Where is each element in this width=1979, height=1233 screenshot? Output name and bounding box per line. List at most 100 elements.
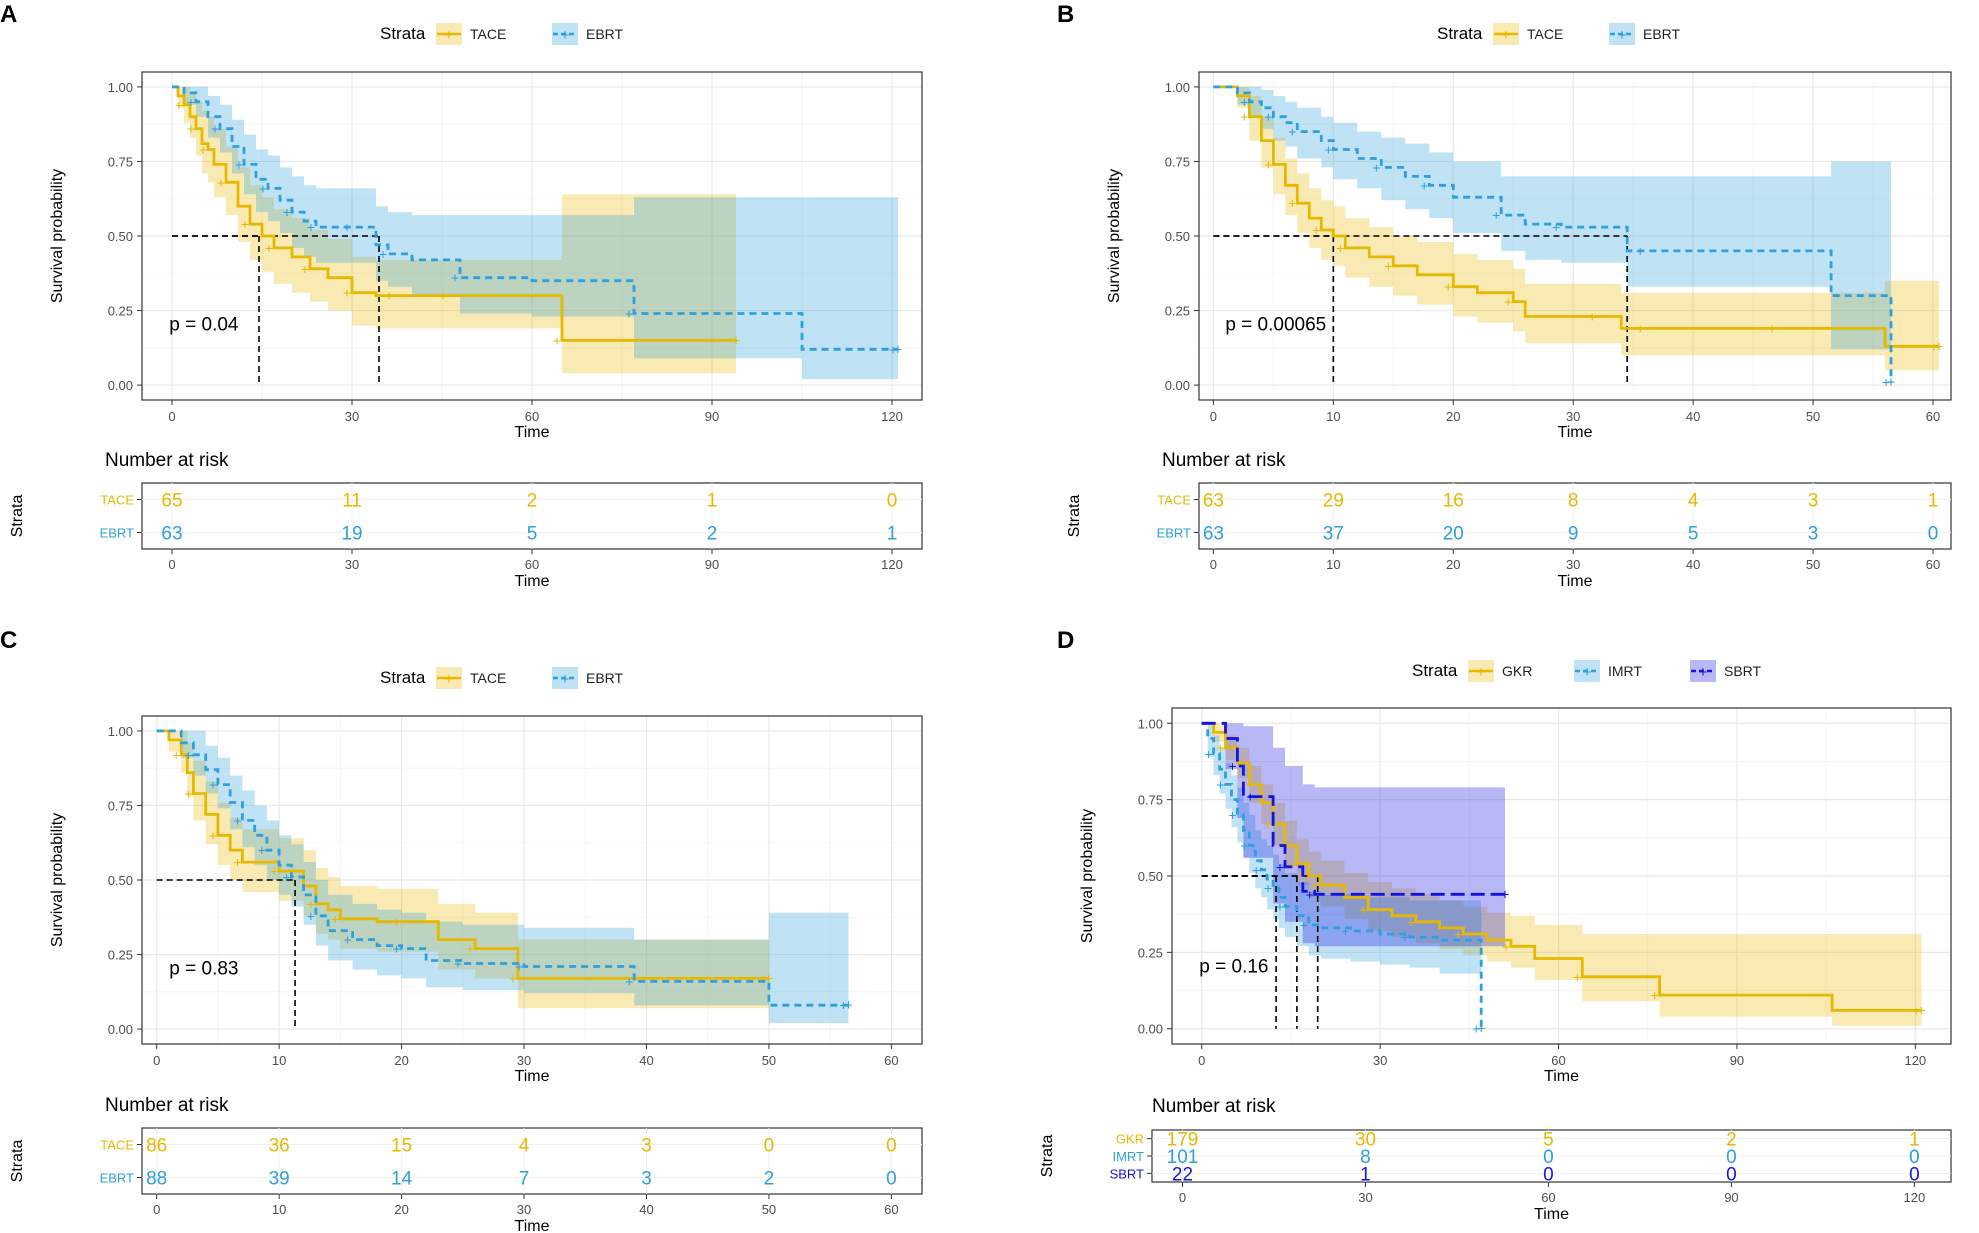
y-tick-label: 0.50 xyxy=(108,229,133,244)
censor-mark-imrt: + xyxy=(1276,899,1284,915)
risk-x-tick-label: 60 xyxy=(884,1202,898,1217)
censor-mark-tace: + xyxy=(1768,320,1776,336)
risk-strata-title: Strata xyxy=(1039,1135,1056,1178)
censor-mark-tace: + xyxy=(439,288,447,304)
legend-censor-mark: + xyxy=(445,671,454,688)
censor-mark-end-tace: + xyxy=(1935,338,1944,355)
risk-count-tace: 3 xyxy=(641,1136,652,1157)
panel-label: A xyxy=(0,1,17,28)
risk-x-tick-label: 60 xyxy=(525,557,539,572)
risk-count-ebrt: 7 xyxy=(519,1169,530,1190)
y-tick-label: 0.25 xyxy=(1138,945,1163,960)
censor-mark-tace: + xyxy=(385,288,393,304)
legend-censor-mark: + xyxy=(1618,27,1627,44)
panel-label: C xyxy=(0,627,17,654)
censor-mark-tace: + xyxy=(184,786,192,802)
survival-curve-ebrt xyxy=(1213,85,1893,383)
legend-label-imrt: IMRT xyxy=(1608,663,1642,679)
risk-x-tick-label: 40 xyxy=(639,1202,653,1217)
censor-mark-ebrt: + xyxy=(307,908,315,924)
risk-count-sbrt: 0 xyxy=(1909,1164,1920,1185)
risk-count-tace: 16 xyxy=(1443,491,1464,512)
risk-count-imrt: 8 xyxy=(1360,1147,1371,1168)
y-tick-label: 0.00 xyxy=(1165,378,1190,393)
x-tick-label: 10 xyxy=(272,1053,286,1068)
risk-table-border xyxy=(141,1127,923,1195)
censor-mark-end-gkr: + xyxy=(1917,1002,1926,1019)
censor-mark-ebrt: + xyxy=(233,812,241,828)
censor-mark-ebrt: + xyxy=(515,958,523,974)
censor-mark-ebrt: + xyxy=(1420,177,1428,193)
censor-mark-ebrt: + xyxy=(209,777,217,793)
censor-mark-ebrt: + xyxy=(187,94,195,110)
censor-mark-tace: + xyxy=(265,240,273,256)
legend-label-ebrt: EBRT xyxy=(1643,26,1681,42)
risk-row-label-sbrt: SBRT xyxy=(1110,1166,1144,1181)
legend-title: Strata xyxy=(1412,661,1458,680)
risk-row-label-ebrt: EBRT xyxy=(1157,526,1191,541)
legend-censor-mark: + xyxy=(1583,664,1592,681)
x-tick-label: 0 xyxy=(153,1053,160,1068)
ci-band-tace xyxy=(172,86,736,374)
panel-label: B xyxy=(1057,1,1074,28)
censor-mark-gkr: + xyxy=(1312,877,1320,893)
risk-row-label-gkr: GKR xyxy=(1116,1132,1144,1147)
risk-count-gkr: 2 xyxy=(1726,1130,1737,1151)
risk-x-tick-label: 30 xyxy=(1358,1190,1372,1205)
censor-mark-gkr: + xyxy=(1264,816,1272,832)
risk-count-tace: 1 xyxy=(1928,491,1939,512)
censor-mark-tace: + xyxy=(307,896,315,912)
legend-label-tace: TACE xyxy=(470,26,506,42)
censor-mark-imrt: + xyxy=(1216,776,1224,792)
risk-count-tace: 0 xyxy=(764,1136,775,1157)
legend-censor-mark: + xyxy=(1699,664,1708,681)
risk-count-gkr: 179 xyxy=(1167,1130,1199,1151)
risk-row-label-imrt: IMRT xyxy=(1112,1149,1144,1164)
censor-mark-ebrt: + xyxy=(451,270,459,286)
risk-x-tick-label: 20 xyxy=(394,1202,408,1217)
censor-mark-gkr: + xyxy=(1359,902,1367,918)
censor-mark-imrt: + xyxy=(1264,880,1272,896)
risk-count-ebrt: 2 xyxy=(707,524,718,545)
censor-mark-imrt: + xyxy=(1240,837,1248,853)
legend-censor-mark: + xyxy=(1477,664,1486,681)
panel-label: D xyxy=(1057,627,1074,654)
survival-plot: ++++++++++ ++++++++++++++p = 0.000650.000… xyxy=(1106,71,1952,441)
risk-table-title: Number at risk xyxy=(1162,450,1286,471)
legend: Strata + GKR + IMRT + SBRT xyxy=(1412,660,1762,682)
censor-mark-imrt: + xyxy=(1401,929,1409,945)
risk-count-tace: 86 xyxy=(146,1136,167,1157)
risk-count-ebrt: 88 xyxy=(146,1169,167,1190)
risk-count-ebrt: 1 xyxy=(887,524,898,545)
censor-mark-tace: + xyxy=(241,216,249,232)
censor-mark-ebrt: + xyxy=(259,180,267,196)
censor-mark-ebrt: + xyxy=(625,306,633,322)
censor-mark-ebrt: + xyxy=(1552,219,1560,235)
risk-count-tace: 29 xyxy=(1323,491,1344,512)
censor-mark-ebrt: + xyxy=(1636,243,1644,259)
survival-curve-tace xyxy=(172,85,736,342)
censor-mark-tace: + xyxy=(760,970,768,986)
censor-mark-imrt: + xyxy=(1228,807,1236,823)
risk-count-tace: 65 xyxy=(161,491,182,512)
y-tick-label: 0.00 xyxy=(108,1022,133,1037)
censor-mark-tace: + xyxy=(553,332,561,348)
censor-mark-tace: + xyxy=(1444,279,1452,295)
censor-mark-ebrt: + xyxy=(307,219,315,235)
censor-mark-ebrt: + xyxy=(1324,142,1332,158)
ci-band-imrt xyxy=(1201,723,1482,974)
risk-count-tace: 4 xyxy=(1688,491,1699,512)
risk-x-axis-title: Time xyxy=(1558,573,1593,590)
legend-label-tace: TACE xyxy=(470,670,506,686)
risk-count-tace: 15 xyxy=(391,1136,412,1157)
risk-count-sbrt: 22 xyxy=(1172,1164,1193,1185)
censor-mark-tace: + xyxy=(1930,338,1938,354)
censor-mark-tace: + xyxy=(1288,195,1296,211)
survival-plot: +++++++++++++++++++++ + +++++++ +p = 0.160.… xyxy=(1079,707,1952,1085)
x-tick-label: 30 xyxy=(1566,409,1580,424)
censor-mark-ebrt: + xyxy=(1288,124,1296,140)
